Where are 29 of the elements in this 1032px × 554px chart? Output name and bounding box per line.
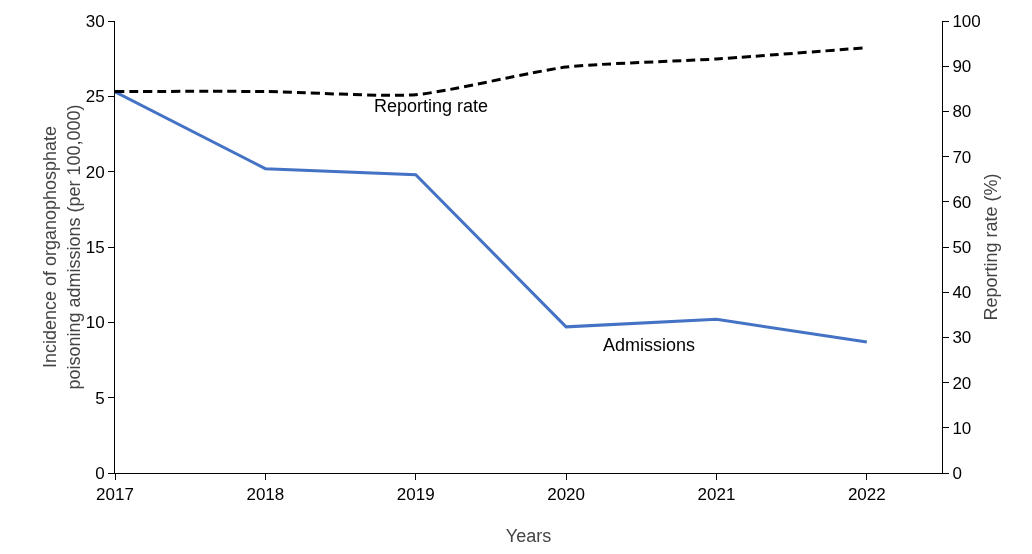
y-tick-label: 25 bbox=[85, 87, 105, 107]
y2-tick-label: 50 bbox=[952, 237, 972, 257]
y2-tick-label: 70 bbox=[952, 147, 972, 167]
y2-tick-label: 60 bbox=[952, 192, 972, 212]
y-tick-label: 30 bbox=[85, 11, 105, 31]
x-tick-label: 2019 bbox=[396, 485, 435, 505]
x-axis-title: Years bbox=[505, 525, 552, 546]
y-tick-label: 15 bbox=[85, 237, 105, 257]
y2-axis-title: Reporting rate (%) bbox=[981, 173, 1001, 321]
y2-tick-label: 80 bbox=[952, 102, 972, 122]
y2-tick-label: 100 bbox=[952, 11, 981, 31]
y2-tick-label: 30 bbox=[952, 328, 972, 348]
y-tick-label: 0 bbox=[95, 463, 105, 483]
x-tick-label: 2022 bbox=[847, 485, 886, 505]
y2-tick-label: 40 bbox=[952, 283, 972, 303]
series-label: Admissions bbox=[603, 335, 696, 355]
x-tick-label: 2020 bbox=[547, 485, 585, 505]
y-tick-label: 20 bbox=[85, 162, 105, 182]
y-tick-label: 5 bbox=[95, 388, 105, 408]
y-axis-title: Incidence of organophosphate poisoning admissions (per 100,000) bbox=[40, 104, 84, 390]
series-label: Reporting rate bbox=[374, 96, 489, 116]
x-tick-label: 2018 bbox=[246, 485, 285, 505]
y2-tick-label: 90 bbox=[952, 57, 972, 77]
x-tick-label: 2021 bbox=[697, 485, 736, 505]
y2-tick-label: 0 bbox=[952, 463, 962, 483]
x-tick-label: 2017 bbox=[96, 485, 134, 505]
y2-tick-label: 20 bbox=[952, 373, 972, 393]
y-tick-label: 10 bbox=[85, 313, 105, 333]
y2-tick-label: 10 bbox=[952, 418, 972, 438]
